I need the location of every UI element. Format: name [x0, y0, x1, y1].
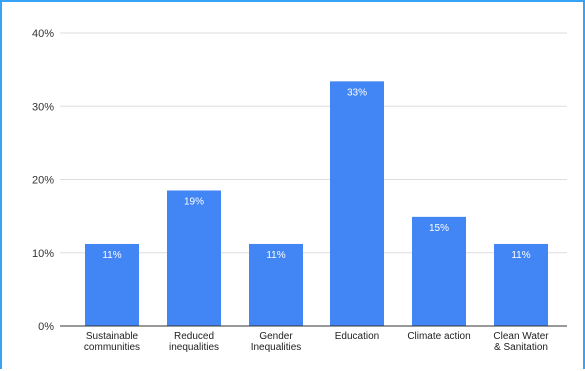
x-tick-label: Reduced [174, 331, 214, 342]
bar-data-label: 19% [184, 196, 204, 207]
y-tick-label: 20% [32, 175, 54, 187]
y-tick-label: 40% [32, 28, 54, 40]
x-tick-label: inequalities [169, 342, 219, 353]
x-tick-label: Sustainable [86, 331, 139, 342]
y-tick-label: 0% [38, 321, 54, 333]
bar [249, 243, 303, 326]
bar [412, 216, 466, 326]
bar-data-label: 15% [429, 223, 449, 234]
data-labels: 11% 19% 11% 33% 15% 11% [102, 87, 530, 261]
bar-data-label: 11% [266, 250, 285, 261]
y-tick-label: 10% [32, 248, 54, 260]
x-tick-label: & Sanitation [494, 342, 548, 353]
bars [85, 81, 548, 326]
x-tick-label: communities [84, 342, 140, 353]
bar [167, 190, 221, 326]
x-tick-label: Clean Water [493, 331, 549, 342]
bar-data-label: 33% [347, 87, 367, 98]
x-tick-label: Education [335, 331, 379, 342]
x-tick-label: Climate action [407, 331, 470, 342]
x-tick-label: Gender [259, 331, 293, 342]
bar-data-label: 11% [102, 250, 121, 261]
bar [330, 81, 384, 326]
gridlines [60, 32, 567, 254]
y-tick-label: 30% [32, 101, 54, 113]
x-tick-label: Inequalities [251, 342, 302, 353]
bar [85, 243, 139, 326]
bar-data-label: 11% [511, 250, 530, 261]
y-axis-ticks: 0% 10% 20% 30% 40% [32, 28, 54, 333]
bar [494, 243, 548, 326]
